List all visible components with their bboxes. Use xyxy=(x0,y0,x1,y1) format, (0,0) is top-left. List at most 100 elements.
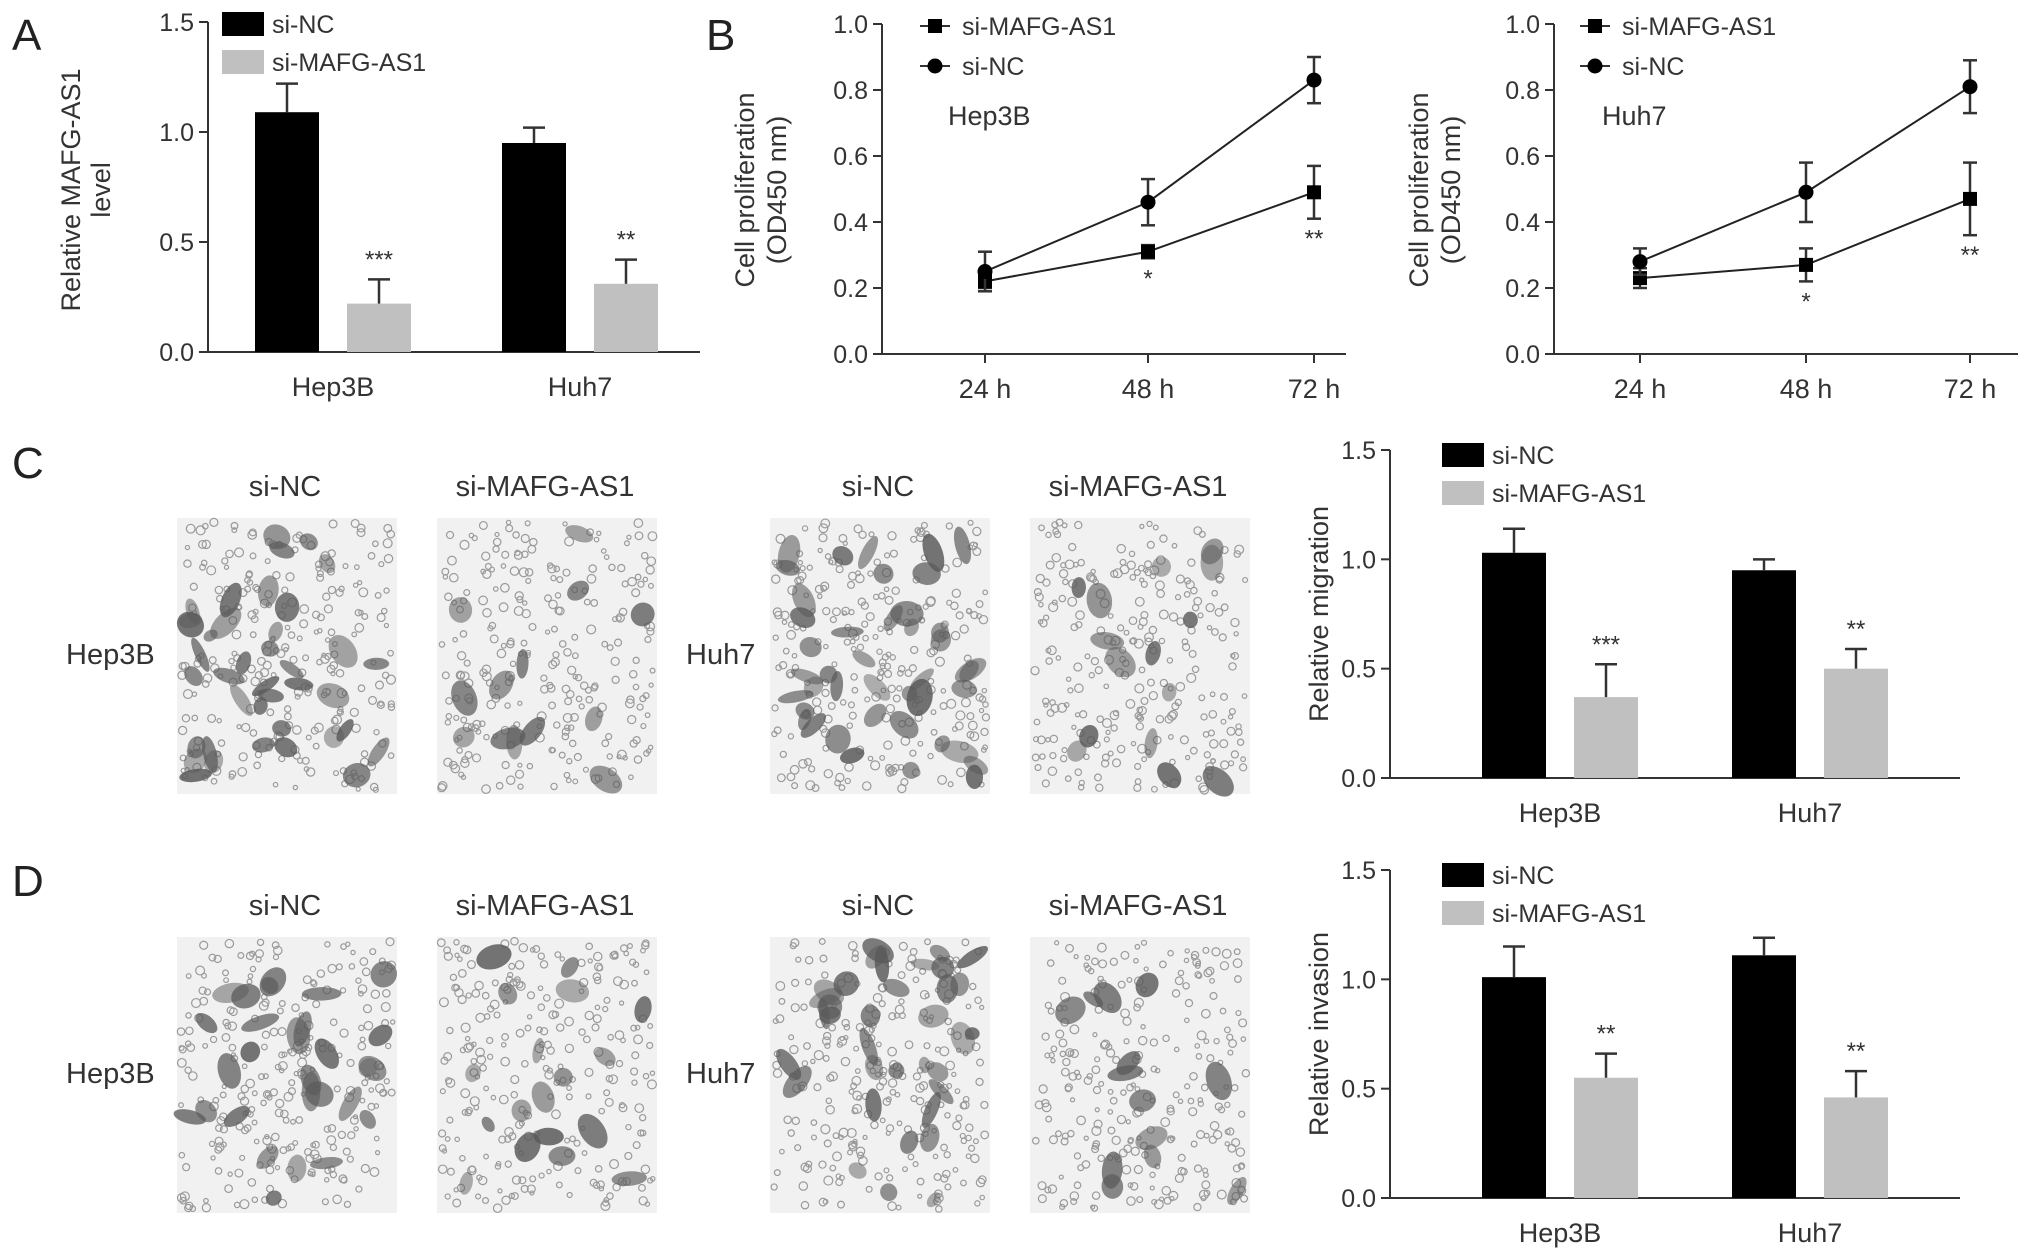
membrane-pore xyxy=(285,572,295,582)
membrane-pore xyxy=(1083,1076,1093,1086)
legend-label: si-NC xyxy=(1622,53,1685,81)
membrane-pore xyxy=(1126,1196,1136,1206)
membrane-pore xyxy=(975,693,984,702)
membrane-pore xyxy=(457,994,467,1005)
membrane-pore xyxy=(1203,1189,1211,1197)
membrane-pore xyxy=(946,1083,953,1090)
membrane-pore xyxy=(856,643,865,651)
membrane-pore xyxy=(623,540,630,547)
membrane-pore xyxy=(1241,693,1248,699)
stained-cell xyxy=(300,1064,322,1096)
membrane-pore xyxy=(617,563,626,573)
membrane-pore xyxy=(231,650,238,657)
membrane-pore xyxy=(444,719,452,726)
membrane-pore xyxy=(883,669,893,679)
membrane-pore xyxy=(1129,573,1137,581)
membrane-pore xyxy=(1185,579,1195,590)
membrane-pore xyxy=(284,624,291,631)
membrane-pore xyxy=(954,1088,961,1095)
membrane-pore xyxy=(877,668,885,676)
membrane-pore xyxy=(554,951,562,959)
stained-cell xyxy=(338,1086,362,1122)
membrane-pore xyxy=(1149,572,1157,580)
membrane-pore xyxy=(1093,773,1102,782)
membrane-pore xyxy=(361,1079,369,1087)
membrane-pore xyxy=(223,564,230,570)
membrane-pore xyxy=(897,669,904,677)
y-axis-label: Cell proliferation xyxy=(1404,92,1434,287)
membrane-pore xyxy=(1065,943,1074,953)
legend-marker xyxy=(928,19,942,33)
membrane-pore xyxy=(778,1148,785,1155)
significance-label: ** xyxy=(1847,1038,1866,1065)
membrane-pore xyxy=(385,674,397,685)
membrane-pore xyxy=(496,648,507,659)
membrane-pore xyxy=(532,945,541,953)
membrane-pore xyxy=(342,563,349,570)
membrane-pore xyxy=(290,1118,296,1125)
stained-cell xyxy=(191,637,210,672)
stained-cell xyxy=(272,720,292,737)
membrane-pore xyxy=(616,754,622,760)
membrane-pore xyxy=(1046,959,1055,967)
membrane-pore xyxy=(1077,784,1085,791)
membrane-pore xyxy=(838,784,846,792)
membrane-pore xyxy=(1073,662,1083,672)
membrane-pore xyxy=(478,1175,488,1186)
stained-cell xyxy=(860,1004,881,1028)
membrane-pore xyxy=(367,1102,376,1111)
membrane-pore xyxy=(224,938,235,949)
membrane-pore xyxy=(1039,619,1048,628)
membrane-pore xyxy=(805,1160,813,1168)
membrane-pore xyxy=(939,701,948,710)
membrane-pore xyxy=(453,984,461,992)
column-label: si-MAFG-AS1 xyxy=(456,890,635,922)
membrane-pore xyxy=(459,1154,466,1162)
stained-cell xyxy=(1202,766,1234,797)
stained-cell xyxy=(363,657,390,670)
membrane-pore xyxy=(1197,612,1204,619)
membrane-pore xyxy=(1226,726,1236,736)
membrane-pore xyxy=(564,1016,574,1027)
membrane-pore xyxy=(897,971,906,980)
stained-cell xyxy=(217,1053,242,1089)
stained-cell xyxy=(594,1047,616,1067)
membrane-pore xyxy=(1140,696,1149,706)
membrane-pore xyxy=(1107,1088,1114,1095)
membrane-pore xyxy=(914,527,922,534)
membrane-pore xyxy=(460,1022,471,1033)
membrane-pore xyxy=(605,733,613,741)
membrane-pore xyxy=(1242,576,1249,584)
x-tick-label: 48 h xyxy=(1780,374,1833,404)
membrane-pore xyxy=(603,1089,611,1097)
membrane-pore xyxy=(1074,768,1083,777)
membrane-pore xyxy=(490,1094,497,1101)
membrane-pore xyxy=(383,1078,390,1085)
membrane-pore xyxy=(891,763,900,772)
membrane-pore xyxy=(871,692,881,702)
membrane-pore xyxy=(1107,1126,1116,1135)
membrane-pore xyxy=(219,1125,229,1134)
membrane-pore xyxy=(515,1028,525,1038)
membrane-pore xyxy=(277,1027,287,1037)
membrane-pore xyxy=(384,1042,392,1050)
membrane-pore xyxy=(1048,1052,1055,1059)
membrane-pore xyxy=(500,1041,507,1048)
membrane-pore xyxy=(972,541,979,548)
stained-cell xyxy=(880,1183,898,1202)
membrane-pore xyxy=(468,1165,476,1173)
membrane-pore xyxy=(178,1102,184,1109)
membrane-pore xyxy=(647,582,654,589)
stained-cell xyxy=(819,665,838,684)
membrane-pore xyxy=(461,1108,469,1116)
stained-cell xyxy=(451,680,478,716)
stained-cell xyxy=(919,1123,940,1152)
membrane-pore xyxy=(639,1129,647,1137)
membrane-pore xyxy=(376,700,385,710)
membrane-pore xyxy=(1155,714,1165,724)
membrane-pore xyxy=(350,949,356,956)
membrane-pore xyxy=(1044,1186,1052,1194)
stained-cell xyxy=(514,1132,541,1163)
data-point-circle xyxy=(977,264,993,279)
